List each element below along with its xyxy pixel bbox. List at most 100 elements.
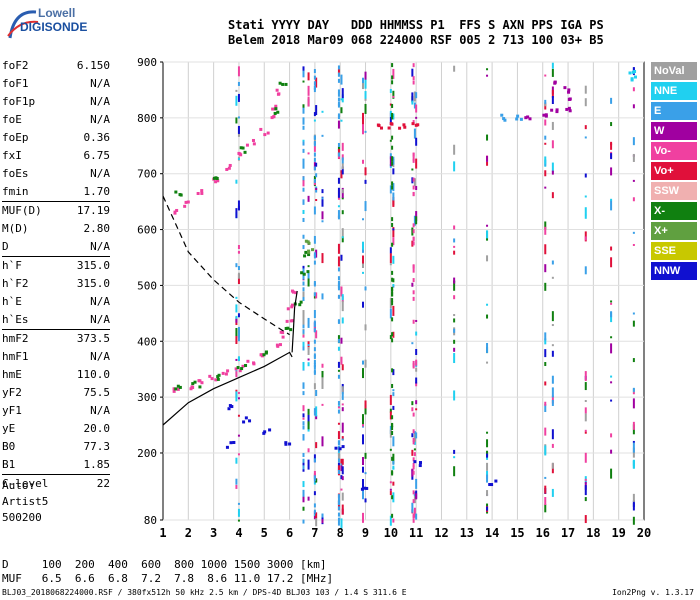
noise-dot (315, 173, 318, 178)
noise-dot (584, 372, 587, 381)
table-muf-row: MUF 6.5 6.6 6.8 7.2 7.8 8.6 11.0 17.2 [M… (2, 572, 334, 585)
x-tick-label: 8 (337, 526, 344, 540)
noise-dot (364, 167, 367, 176)
noise-dot (337, 500, 340, 511)
noise-dot (364, 103, 367, 114)
noise-dot (453, 277, 456, 284)
noise-dot (584, 407, 587, 414)
noise-dot (391, 289, 394, 294)
noise-dot (412, 437, 415, 442)
noise-dot (361, 368, 364, 379)
param-value: 315.0 (76, 259, 110, 272)
noise-dot (411, 282, 414, 287)
noise-dot (321, 253, 324, 264)
echo-point (193, 380, 197, 384)
param-value: 17.19 (76, 204, 110, 217)
noise-dot (391, 135, 394, 140)
echo-point (271, 107, 275, 111)
auto-version: 500200 (2, 511, 42, 524)
noise-dot (392, 284, 395, 287)
header-labels: Stati YYYY DAY DDD HHMMSS P1 FFS S AXN P… (228, 18, 604, 32)
param-row: C-level 22 (2, 475, 110, 493)
noise-dot (392, 95, 395, 98)
noise-dot (313, 360, 316, 365)
noise-dot (337, 187, 340, 198)
noise-dot (237, 508, 240, 517)
noise-dot (337, 120, 340, 129)
noise-dot (551, 399, 554, 406)
software-version: Ion2Png v. 1.3.17 (612, 588, 694, 597)
noise-dot (313, 166, 316, 171)
param-name: fxI (2, 149, 22, 162)
param-row: foF2 6.150 (2, 57, 110, 75)
noise-dot (412, 440, 415, 445)
noise-dot (610, 198, 613, 201)
noise-dot (313, 509, 316, 514)
noise-dot (544, 103, 547, 110)
noise-dot (313, 85, 316, 90)
echo-point (208, 374, 212, 378)
noise-dot (361, 271, 364, 274)
noise-dot (415, 513, 418, 520)
noise-dot (313, 320, 316, 325)
noise-dot (313, 363, 316, 368)
echo-point (262, 353, 266, 357)
noise-dot (313, 239, 316, 244)
echo-point (416, 123, 420, 127)
noise-dot (584, 452, 587, 463)
noise-dot (391, 513, 394, 518)
noise-dot (302, 107, 305, 114)
noise-dot (453, 238, 456, 243)
echo-point (550, 108, 554, 112)
noise-dot (389, 429, 392, 438)
noise-dot (415, 211, 418, 222)
noise-dot (486, 224, 489, 227)
echo-point (294, 291, 298, 295)
noise-dot (551, 387, 554, 398)
param-row: fxI 6.75 (2, 147, 110, 165)
noise-dot (412, 319, 415, 324)
echo-point (290, 289, 294, 293)
param-value: N/A (90, 295, 110, 308)
noise-dot (389, 488, 392, 491)
echo-point (259, 127, 263, 131)
noise-dot (551, 140, 554, 149)
noise-dot (486, 431, 489, 434)
echo-point (286, 326, 290, 330)
noise-dot (411, 227, 414, 236)
noise-dot (315, 478, 318, 483)
noise-dot (544, 497, 547, 506)
echo-point (281, 331, 285, 335)
echo-point (214, 176, 218, 180)
noise-dot (392, 436, 395, 447)
noise-dot (391, 156, 394, 161)
noise-dot (337, 512, 340, 517)
noise-dot (551, 89, 554, 98)
noise-dot (341, 403, 344, 406)
noise-dot (321, 436, 324, 447)
noise-dot (237, 326, 240, 337)
noise-dot (389, 408, 392, 413)
y-tick-label: 400 (137, 335, 157, 348)
noise-dot (391, 332, 394, 337)
noise-dot (337, 97, 340, 102)
parameter-panel: foF2 6.150 foF1 N/A foF1p N/A foE N/A foEp 0.36 fx… (2, 57, 110, 493)
noise-dot (584, 195, 587, 198)
noise-dot (341, 391, 344, 400)
noise-dot (453, 314, 456, 317)
x-tick-label: 16 (536, 526, 550, 540)
echo-point (284, 441, 288, 445)
noise-dot (392, 285, 395, 288)
echo-point (239, 146, 243, 150)
noise-dot (392, 90, 395, 99)
noise-dot (302, 361, 305, 370)
noise-dot (302, 452, 305, 457)
auto-label: Auto: (2, 479, 36, 492)
echo-point (284, 326, 288, 330)
echo-point (568, 97, 572, 101)
noise-dot (315, 292, 318, 299)
noise-dot (392, 199, 395, 206)
noise-dot (411, 68, 414, 77)
noise-dot (453, 318, 456, 323)
echo-point (290, 303, 294, 307)
